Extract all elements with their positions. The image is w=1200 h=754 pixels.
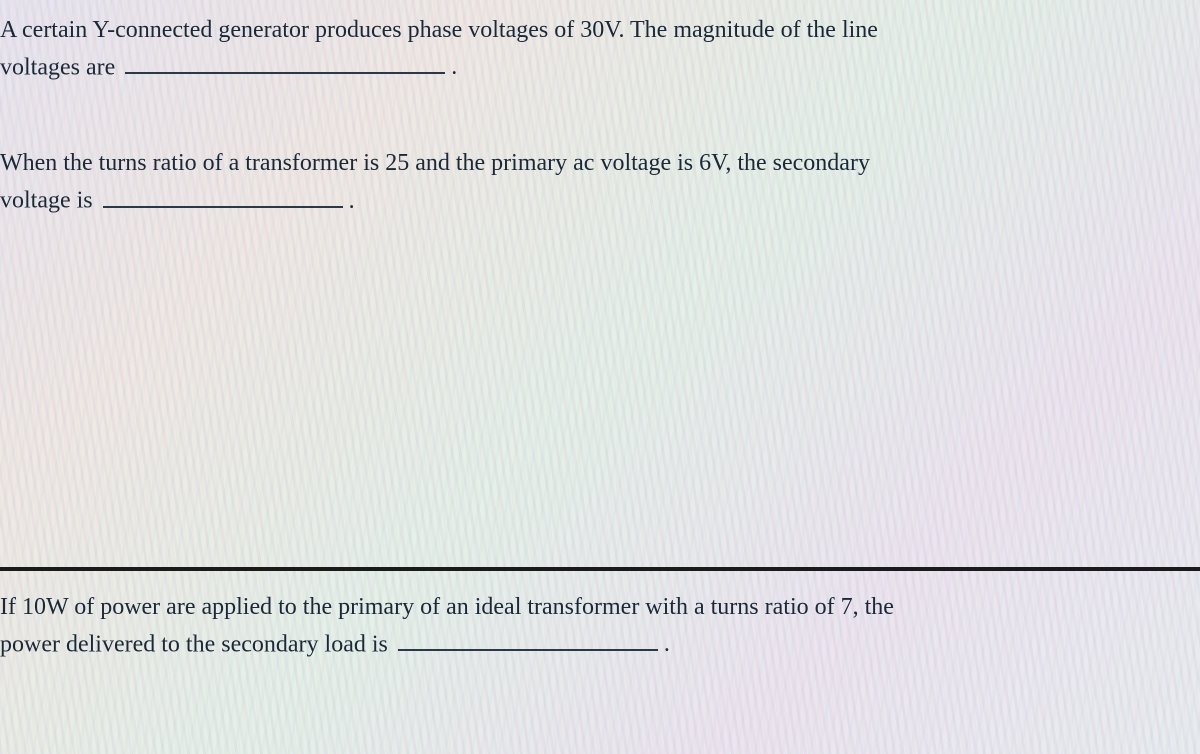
- spacer: [0, 267, 1200, 447]
- question-2-prefix: voltage is: [0, 188, 93, 214]
- question-2-period: .: [349, 188, 355, 214]
- horizontal-divider: [0, 567, 1200, 571]
- question-1-period: .: [451, 54, 457, 80]
- question-3-blank[interactable]: [398, 625, 658, 651]
- question-3-prefix: power delivered to the secondary load is: [0, 631, 388, 657]
- question-3-period: .: [664, 631, 670, 657]
- question-2-blank[interactable]: [103, 181, 343, 207]
- question-1-blank[interactable]: [125, 48, 445, 74]
- question-1-line-1: A certain Y-connected generator produces…: [0, 17, 878, 43]
- question-3-line-1: If 10W of power are applied to the prima…: [0, 594, 894, 620]
- question-2-line-1: When the turns ratio of a transformer is…: [0, 150, 870, 176]
- question-1: A certain Y-connected generator produces…: [0, 12, 1200, 85]
- question-1-prefix: voltages are: [0, 54, 115, 80]
- question-3: If 10W of power are applied to the prima…: [0, 589, 1200, 662]
- document-content: A certain Y-connected generator produces…: [0, 0, 1200, 662]
- question-2: When the turns ratio of a transformer is…: [0, 145, 1200, 218]
